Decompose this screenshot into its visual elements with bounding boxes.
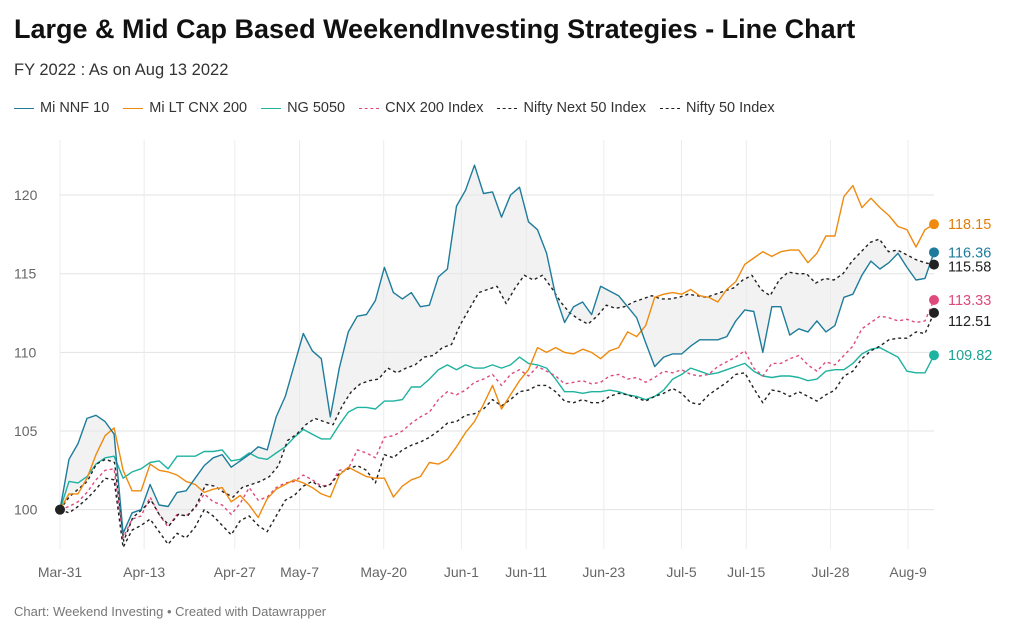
x-tick-label: Jun-23 bbox=[582, 564, 625, 580]
series-line-nifty-next-50-index bbox=[59, 238, 935, 542]
x-tick-label: Jul-28 bbox=[811, 564, 849, 580]
legend-label: Mi LT CNX 200 bbox=[149, 100, 248, 116]
series-line-mi-lt-cnx-200 bbox=[59, 184, 935, 519]
chart-subtitle: FY 2022 : As on Aug 13 2022 bbox=[14, 61, 229, 79]
x-tick-label: Jun-11 bbox=[505, 564, 547, 580]
end-point bbox=[929, 307, 939, 318]
chart-footer: Chart: Weekend Investing • Created with … bbox=[14, 604, 327, 619]
end-value-label: 115.58 bbox=[948, 260, 991, 276]
legend-label: CNX 200 Index bbox=[385, 100, 484, 116]
y-tick-label: 120 bbox=[14, 187, 38, 203]
end-value-label: 113.33 bbox=[948, 293, 991, 309]
legend-item: Nifty 50 Index bbox=[659, 100, 775, 116]
y-tick-label: 100 bbox=[14, 502, 38, 518]
y-axis-labels: 100 105 110 115 120 bbox=[14, 187, 38, 518]
series-line-nifty-50-index bbox=[59, 312, 935, 549]
series-line-cnx-200-index bbox=[59, 299, 935, 539]
legend-item: Nifty Next 50 Index bbox=[497, 100, 646, 116]
x-tick-label: May-20 bbox=[360, 564, 407, 580]
legend-item: Mi NNF 10 bbox=[14, 100, 109, 116]
legend-swatch bbox=[14, 107, 34, 109]
end-value-label: 116.36 bbox=[948, 245, 991, 261]
legend-item: Mi LT CNX 200 bbox=[123, 100, 247, 116]
x-axis-labels: Mar-31 Apr-13 Apr-27 May-7 May-20 Jun-1 Jun-11… bbox=[38, 564, 927, 580]
y-tick-label: 110 bbox=[14, 344, 37, 360]
x-tick-label: Apr-13 bbox=[123, 564, 165, 580]
end-point bbox=[929, 294, 939, 305]
legend-item: CNX 200 Index bbox=[359, 100, 483, 116]
series-line-ng-5050 bbox=[59, 346, 935, 510]
chart-title: Large & Mid Cap Based WeekendInvesting S… bbox=[14, 14, 856, 44]
x-tick-label: Apr-27 bbox=[214, 564, 256, 580]
end-point bbox=[929, 219, 939, 230]
x-tick-label: Jun-1 bbox=[444, 564, 479, 580]
series-lines bbox=[59, 164, 935, 549]
shaded-band bbox=[60, 165, 934, 542]
y-tick-label: 105 bbox=[14, 423, 38, 439]
legend-swatch bbox=[359, 107, 380, 109]
x-tick-label: Mar-31 bbox=[38, 564, 83, 580]
legend-label: Mi NNF 10 bbox=[40, 100, 110, 116]
series-line-mi-nnf-10 bbox=[59, 164, 935, 534]
end-markers: 116.36 118.15 109.82 113.33 115.58 112.51 bbox=[55, 217, 992, 515]
x-tick-label: Jul-15 bbox=[727, 564, 765, 580]
x-tick-label: Jul-5 bbox=[666, 564, 697, 580]
chart-legend: Mi NNF 10 Mi LT CNX 200 NG 5050 CNX 200 Ind… bbox=[14, 100, 775, 116]
legend-label: Nifty Next 50 Index bbox=[523, 100, 646, 116]
y-tick-label: 115 bbox=[14, 266, 37, 282]
legend-swatch bbox=[497, 107, 518, 109]
legend-swatch bbox=[659, 107, 680, 109]
end-value-label: 118.15 bbox=[948, 217, 991, 233]
start-point bbox=[55, 504, 65, 515]
legend-label: NG 5050 bbox=[287, 100, 346, 116]
shaded-band-area bbox=[60, 165, 934, 542]
end-value-label: 109.82 bbox=[948, 348, 992, 364]
x-tick-label: May-7 bbox=[280, 564, 319, 580]
end-point bbox=[929, 259, 939, 270]
end-point bbox=[929, 350, 939, 361]
legend-swatch bbox=[261, 107, 282, 109]
legend-item: NG 5050 bbox=[261, 100, 345, 116]
legend-label: Nifty 50 Index bbox=[685, 100, 775, 116]
end-point bbox=[929, 247, 939, 258]
x-tick-label: Aug-9 bbox=[889, 564, 927, 580]
legend-swatch bbox=[123, 107, 144, 109]
end-value-label: 112.51 bbox=[948, 314, 991, 330]
